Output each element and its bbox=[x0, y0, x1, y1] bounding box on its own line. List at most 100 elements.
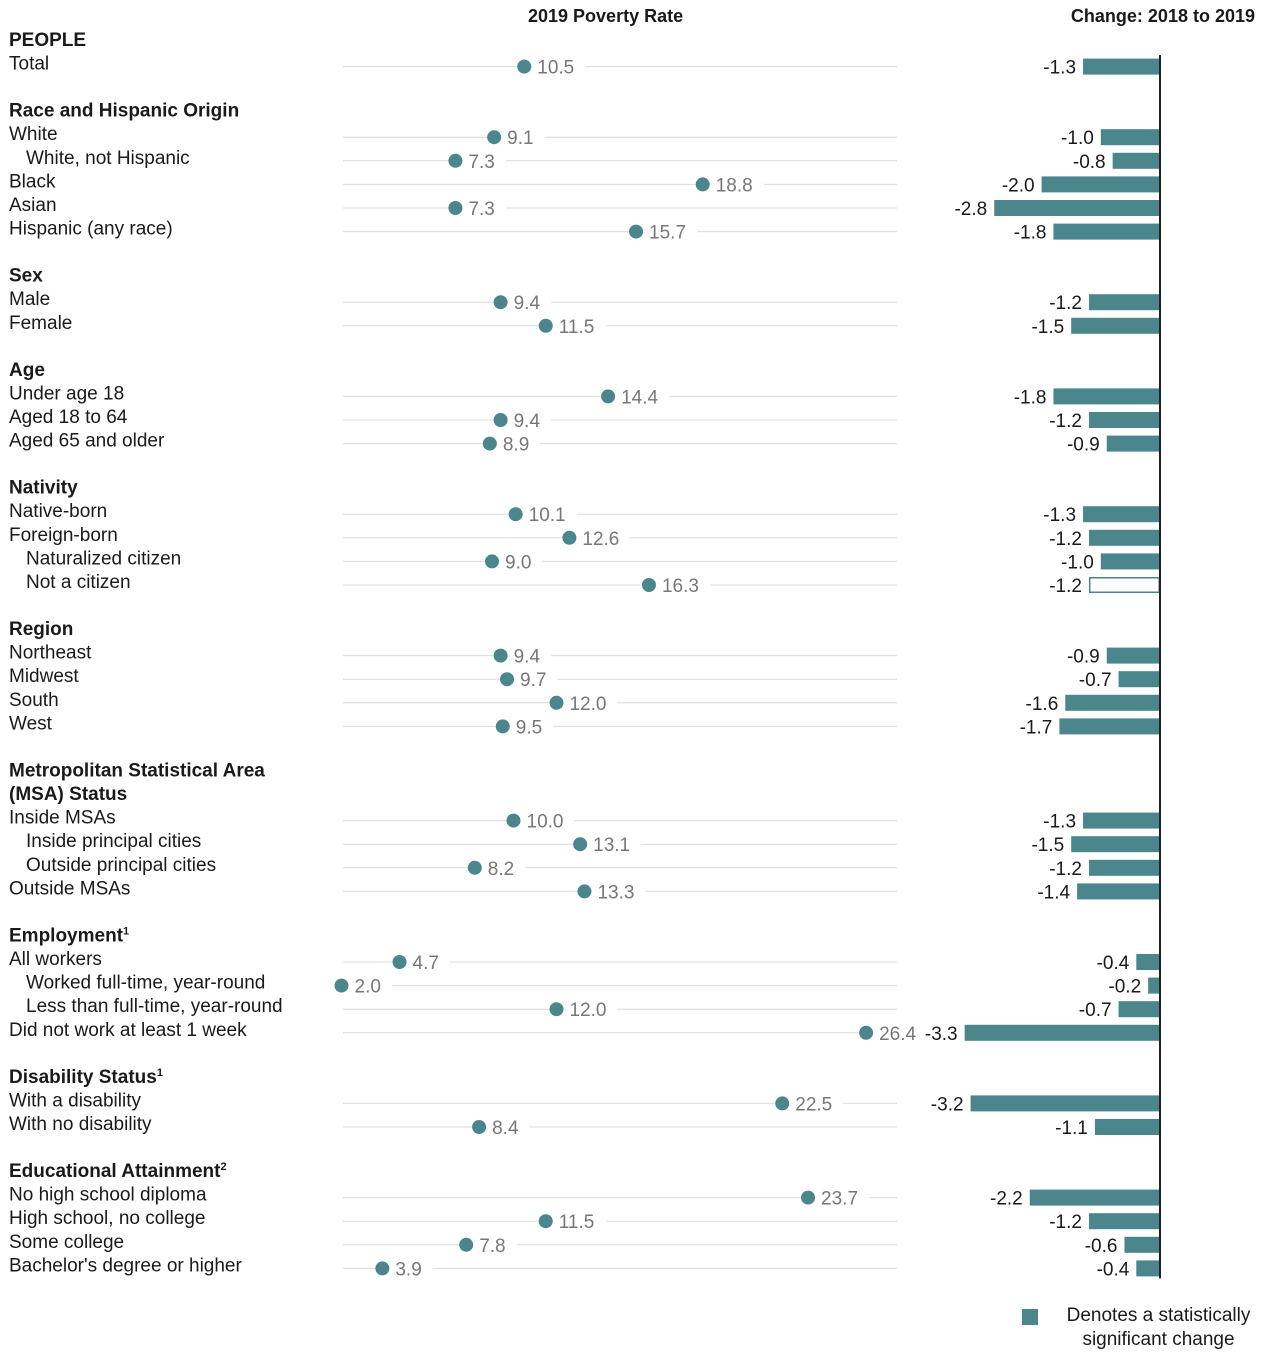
change-bar bbox=[1106, 435, 1160, 452]
change-bar-not-significant bbox=[1088, 577, 1160, 593]
row-label: Asian bbox=[9, 195, 57, 216]
rate-value-label: 13.3 bbox=[597, 882, 634, 903]
rate-label-bg bbox=[531, 57, 586, 76]
change-value-label: -1.3 bbox=[1043, 58, 1076, 79]
change-value-label: -1.4 bbox=[1037, 882, 1070, 903]
rate-label-bg bbox=[389, 1259, 433, 1278]
rate-dot bbox=[573, 837, 588, 852]
rate-label-bg bbox=[655, 576, 710, 594]
rate-dot bbox=[493, 413, 508, 427]
rate-dot bbox=[577, 884, 592, 899]
row-label: With a disability bbox=[9, 1090, 141, 1111]
rate-value-label: 9.7 bbox=[520, 670, 546, 691]
group-label: (MSA) Status bbox=[9, 784, 127, 805]
change-value-label: -1.1 bbox=[1055, 1118, 1088, 1139]
rate-dot bbox=[482, 436, 497, 451]
change-bar bbox=[1088, 412, 1160, 428]
group-label: Disability Status1 bbox=[9, 1067, 163, 1088]
row-label: Aged 65 and older bbox=[9, 431, 165, 452]
change-value-label: -1.7 bbox=[1020, 717, 1053, 738]
change-bar bbox=[1041, 176, 1160, 193]
change-bar bbox=[1071, 836, 1160, 853]
rate-dot bbox=[695, 177, 710, 192]
row-label: Not a citizen bbox=[26, 572, 131, 593]
poverty-rate-header: 2019 Poverty Rate bbox=[528, 6, 684, 26]
rate-dot bbox=[506, 813, 521, 828]
rate-dot bbox=[334, 978, 349, 993]
rate-value-label: 13.1 bbox=[593, 835, 630, 856]
row-label: White, not Hispanic bbox=[26, 148, 190, 169]
rate-label-bg bbox=[486, 1118, 530, 1136]
rate-label-bg bbox=[496, 434, 541, 453]
row-label: Male bbox=[9, 289, 50, 310]
rate-label-bg bbox=[473, 1235, 517, 1254]
rate-dot bbox=[448, 153, 463, 168]
change-value-label: -0.7 bbox=[1079, 1000, 1112, 1021]
row-label: Foreign-born bbox=[9, 525, 118, 546]
row-label: All workers bbox=[9, 949, 102, 970]
rate-value-label: 12.0 bbox=[570, 1000, 607, 1021]
rate-value-label: 7.8 bbox=[479, 1236, 505, 1257]
rate-label-bg bbox=[552, 1212, 607, 1231]
rate-label-bg bbox=[591, 882, 646, 901]
row-label: Midwest bbox=[9, 666, 79, 687]
change-value-label: -1.2 bbox=[1049, 293, 1082, 314]
group-label: Employment1 bbox=[9, 925, 129, 946]
change-bar bbox=[1053, 223, 1160, 240]
row-label: Under age 18 bbox=[9, 383, 124, 404]
group-label: Nativity bbox=[9, 478, 78, 499]
change-value-label: -0.7 bbox=[1079, 670, 1112, 691]
rate-label-bg bbox=[576, 528, 631, 547]
rate-dot bbox=[549, 1002, 564, 1017]
change-value-label: -0.4 bbox=[1097, 1259, 1130, 1280]
row-label: With no disability bbox=[9, 1114, 152, 1135]
rate-label-bg bbox=[499, 552, 543, 571]
rate-dot bbox=[485, 554, 499, 569]
rate-label-bg bbox=[501, 128, 545, 147]
rate-value-label: 14.4 bbox=[621, 387, 658, 408]
legend-swatch bbox=[1022, 1309, 1038, 1325]
rate-label-bg bbox=[615, 387, 670, 406]
row-label: Less than full-time, year-round bbox=[26, 996, 283, 1017]
change-value-label: -1.0 bbox=[1061, 552, 1094, 573]
rate-label-bg bbox=[520, 811, 575, 830]
change-value-label: -1.3 bbox=[1043, 505, 1076, 526]
change-value-label: -0.8 bbox=[1073, 152, 1106, 173]
rate-value-label: 7.3 bbox=[468, 199, 494, 220]
rate-label-bg bbox=[709, 175, 764, 194]
change-value-label: -1.2 bbox=[1049, 1212, 1082, 1233]
change-value-label: -2.8 bbox=[954, 199, 987, 220]
rate-label-bg bbox=[514, 670, 558, 689]
rate-value-label: 9.4 bbox=[514, 411, 541, 432]
rate-value-label: 2.0 bbox=[355, 977, 381, 998]
group-label: Age bbox=[9, 360, 45, 381]
change-bar bbox=[1148, 977, 1160, 994]
legend-line-1: Denotes a statistically bbox=[1066, 1305, 1251, 1326]
row-label: Black bbox=[9, 171, 56, 192]
change-value-label: -0.4 bbox=[1097, 953, 1130, 974]
rate-value-label: 23.7 bbox=[821, 1189, 858, 1210]
change-bar bbox=[1088, 294, 1160, 311]
rate-value-label: 8.9 bbox=[503, 435, 529, 456]
rate-dot bbox=[562, 530, 577, 545]
rate-dot bbox=[629, 224, 644, 239]
rate-label-bg bbox=[507, 293, 552, 312]
row-label: West bbox=[9, 713, 53, 734]
rate-label-bg bbox=[462, 151, 506, 170]
change-bar bbox=[1118, 671, 1160, 688]
rate-label-bg bbox=[643, 222, 698, 241]
change-bar bbox=[1106, 647, 1160, 664]
rate-value-label: 9.5 bbox=[516, 717, 542, 738]
rate-dot bbox=[472, 1120, 487, 1134]
rate-dot bbox=[775, 1096, 790, 1111]
row-label: Bachelor's degree or higher bbox=[9, 1255, 242, 1276]
group-label: Sex bbox=[9, 266, 43, 287]
rate-dot bbox=[500, 672, 515, 687]
row-label: Some college bbox=[9, 1232, 124, 1253]
row-label: Female bbox=[9, 313, 72, 334]
row-label: Native-born bbox=[9, 501, 107, 522]
change-bar bbox=[1029, 1189, 1160, 1206]
row-label: Aged 18 to 64 bbox=[9, 407, 128, 428]
change-bar bbox=[1083, 58, 1160, 75]
rate-value-label: 3.9 bbox=[395, 1259, 421, 1280]
